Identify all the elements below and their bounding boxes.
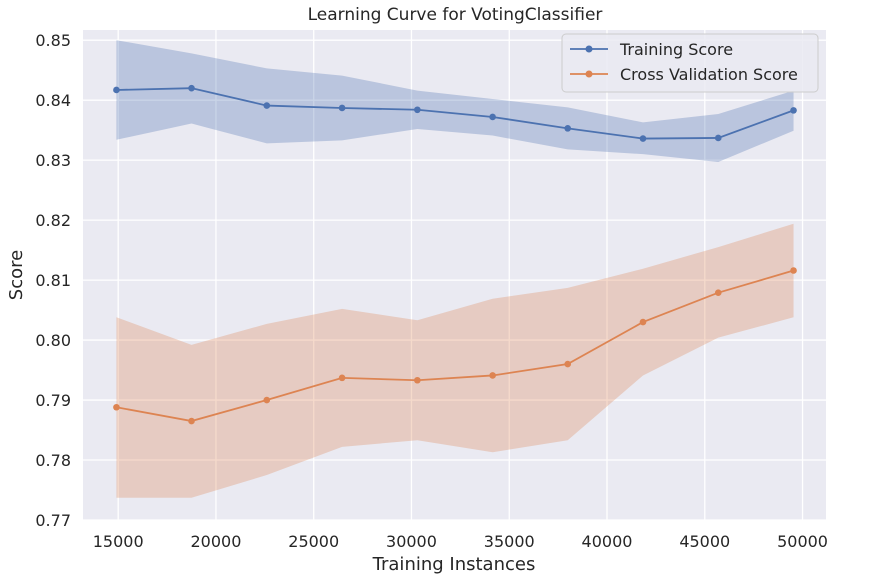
x-tick-label: 40000 <box>582 532 633 551</box>
x-tick-label: 30000 <box>386 532 437 551</box>
grid-lines <box>83 30 826 521</box>
point-training <box>639 135 647 142</box>
x-tick-label: 50000 <box>777 532 828 551</box>
chart-title: Learning Curve for VotingClassifier <box>308 5 603 25</box>
x-tick-label: 45000 <box>679 532 730 551</box>
y-tick-label: 0.85 <box>35 31 71 50</box>
x-axis-label: Training Instances <box>372 554 536 575</box>
legend-label-cv: Cross Validation Score <box>620 65 798 84</box>
line-cv <box>116 269 794 422</box>
x-tick-label: 15000 <box>93 532 144 551</box>
point-cv <box>790 267 797 274</box>
x-tick-label: 20000 <box>191 532 242 551</box>
y-tick-label: 0.77 <box>35 511 71 530</box>
point-training <box>790 107 797 114</box>
y-tick-label: 0.82 <box>35 211 71 230</box>
plot-area <box>83 30 826 520</box>
y-tick-labels: 0.77 0.78 0.79 0.80 0.81 0.82 0.83 0.84 0.85 <box>35 31 71 530</box>
band-training <box>116 40 794 162</box>
point-training <box>188 84 195 92</box>
point-cv <box>564 360 572 368</box>
x-tick-labels: 15000 20000 25000 30000 35000 40000 45000 50000 <box>93 532 828 551</box>
point-training <box>714 134 722 142</box>
legend-label-training: Training Score <box>619 40 733 59</box>
point-cv <box>414 376 421 384</box>
legend-marker-training <box>585 45 593 53</box>
legend-box <box>561 33 819 93</box>
point-training <box>564 125 572 132</box>
point-cv <box>113 403 120 411</box>
y-tick-label: 0.78 <box>35 451 71 470</box>
point-cv <box>489 372 496 379</box>
x-tick-label: 35000 <box>484 532 535 551</box>
point-training <box>338 104 346 112</box>
point-cv <box>188 417 195 425</box>
legend: Training Score Cross Validation Score <box>561 33 819 93</box>
point-training <box>113 86 120 94</box>
y-tick-label: 0.83 <box>35 151 71 170</box>
series-markers <box>113 84 797 425</box>
point-cv <box>714 289 722 296</box>
point-cv <box>639 318 647 326</box>
y-tick-label: 0.80 <box>35 331 71 350</box>
point-training <box>263 102 271 109</box>
series-lines <box>116 87 794 422</box>
y-axis-label: Score <box>6 250 27 300</box>
y-tick-label: 0.79 <box>35 391 71 410</box>
point-training <box>414 106 421 114</box>
legend-marker-cv <box>585 70 593 78</box>
band-cv <box>116 223 794 498</box>
x-tick-label: 25000 <box>288 532 339 551</box>
line-training <box>116 87 794 140</box>
confidence-bands <box>116 40 794 498</box>
y-tick-label: 0.81 <box>35 271 71 290</box>
y-tick-label: 0.84 <box>35 91 71 110</box>
point-cv <box>263 396 271 404</box>
point-cv <box>338 374 346 382</box>
point-training <box>489 113 496 121</box>
